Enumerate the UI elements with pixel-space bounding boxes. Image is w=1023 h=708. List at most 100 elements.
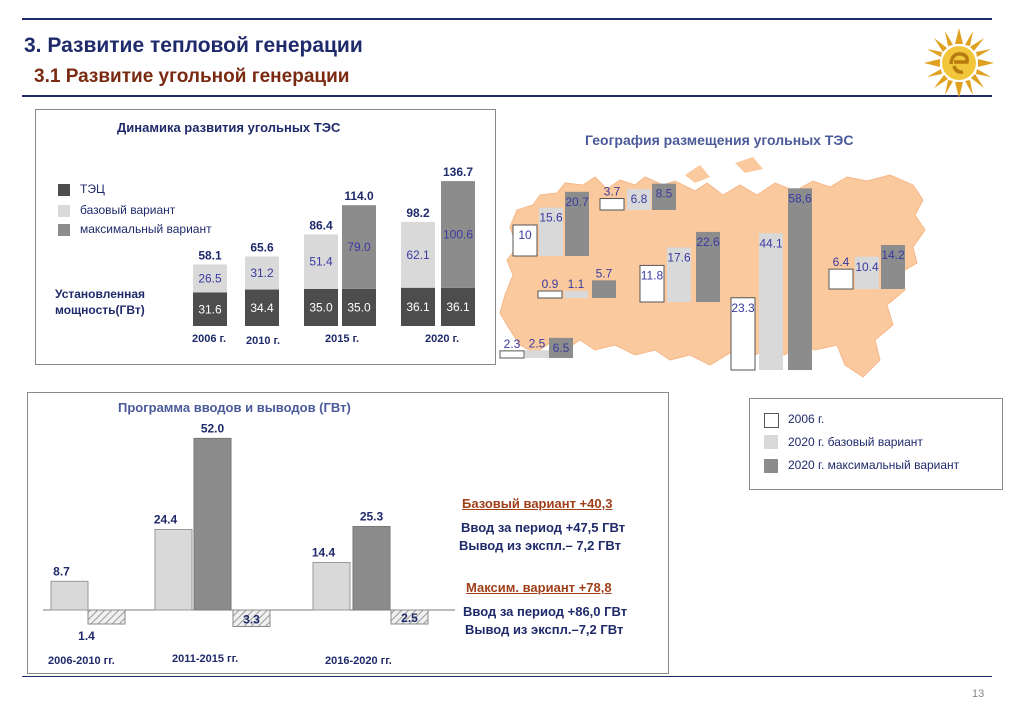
region-value-label: 14.2 — [881, 248, 905, 262]
total-value-label: 98.2 — [406, 206, 430, 220]
region-value-label: 44.1 — [759, 236, 783, 250]
region-bar — [627, 188, 651, 210]
region-bar — [828, 268, 854, 290]
top-value-label: 31.2 — [250, 266, 274, 280]
tec-bar — [441, 287, 475, 326]
region-bar — [512, 224, 538, 257]
region-bar — [599, 198, 625, 211]
region-value-label: 6.4 — [833, 255, 850, 269]
top-value-label: 51.4 — [309, 255, 333, 269]
tec-value-label: 35.0 — [347, 300, 371, 314]
tec-value-label: 36.1 — [446, 300, 470, 314]
tec-bar — [401, 287, 435, 326]
output-value: 2.5 — [401, 611, 418, 625]
tec-value-label: 36.1 — [406, 300, 430, 314]
base-variant-output: Вывод из экспл.– 7,2 ГВт — [459, 538, 621, 553]
top-value-label: 26.5 — [198, 271, 222, 285]
output-bar — [390, 609, 429, 625]
region-value-label: 2.5 — [529, 336, 546, 350]
tec-value-label: 34.4 — [250, 301, 274, 315]
top-bar — [245, 256, 279, 290]
input-base-bar — [154, 528, 193, 611]
legend-label-2020-base: 2020 г. базовый вариант — [788, 435, 923, 449]
top-bar — [342, 205, 376, 289]
top-rule — [22, 18, 992, 20]
tec-bar — [245, 289, 279, 326]
page-subtitle: 3.1 Развитие угольной генерации — [34, 66, 350, 87]
program-category-2: 2011-2015 гг. — [172, 653, 239, 665]
region-value-label: 58,6 — [788, 191, 812, 205]
region-value-label: 6.5 — [553, 341, 570, 355]
region-bar — [639, 264, 665, 303]
top-value-label: 79.0 — [347, 240, 371, 254]
region-bar — [499, 350, 525, 359]
base-variant-heading: Базовый вариант +40,3 — [462, 496, 613, 511]
region-value-label: 1.1 — [568, 277, 585, 291]
output-bar — [87, 609, 126, 625]
top-value-label: 62.1 — [406, 248, 430, 262]
tec-bar — [342, 288, 376, 326]
region-bar — [565, 191, 589, 256]
total-value-label: 86.4 — [309, 218, 333, 232]
output-bar — [232, 609, 271, 627]
geography-chart-title: География размещения угольных ТЭС — [585, 132, 854, 148]
total-value-label: 136.7 — [443, 165, 473, 179]
legend-swatch-base — [58, 205, 70, 217]
output-value: 1.4 — [78, 629, 95, 643]
region-bar — [564, 291, 588, 298]
max-variant-heading: Максим. вариант +78,8 — [466, 580, 612, 595]
legend-swatch-2020-base — [764, 435, 778, 449]
top-bar — [304, 234, 338, 289]
category-label-2006: 2006 г. — [192, 333, 227, 345]
region-value-label: 3.7 — [604, 185, 621, 199]
region-bar — [549, 337, 573, 358]
program-category-1: 2006-2010 гг. — [48, 655, 115, 667]
legend-swatch-max — [58, 224, 70, 236]
total-value-label: 114.0 — [344, 189, 374, 203]
top-bar — [441, 181, 475, 288]
top-value-label: 100.6 — [443, 227, 473, 241]
legend-label-base: базовый вариант — [80, 203, 176, 217]
input-base-value: 14.4 — [312, 545, 336, 559]
region-value-label: 5.7 — [596, 266, 613, 280]
header-rule — [22, 95, 992, 97]
legend-swatch-2006 — [764, 413, 779, 428]
legend-swatch-tec — [58, 184, 70, 196]
output-value: 3.3 — [243, 612, 260, 626]
legend-label-2006: 2006 г. — [788, 412, 825, 426]
input-base-bar — [312, 561, 351, 611]
tec-bar — [193, 292, 227, 326]
input-max-value: 25.3 — [360, 510, 384, 524]
page-number: 13 — [972, 688, 985, 700]
geography-legend — [749, 398, 1003, 490]
total-value-label: 58.1 — [198, 248, 222, 262]
region-value-label: 11.8 — [641, 268, 664, 282]
top-bar — [193, 264, 227, 293]
category-label-2015: 2015 г. — [325, 333, 360, 345]
top-bar — [401, 221, 435, 288]
program-category-3: 2016-2020 гг. — [325, 655, 392, 667]
region-bar — [537, 290, 563, 299]
region-value-label: 6.8 — [631, 192, 648, 206]
base-variant-input: Ввод за период +47,5 ГВт — [461, 520, 626, 535]
region-bar — [881, 244, 905, 289]
legend-label-tec: ТЭЦ — [80, 182, 105, 196]
input-max-value: 52.0 — [201, 421, 225, 435]
region-value-label: 17.6 — [667, 250, 691, 264]
region-bar — [539, 207, 563, 256]
region-bar — [667, 247, 691, 302]
tec-bar — [304, 288, 338, 326]
company-logo — [924, 28, 994, 98]
region-value-label: 23.3 — [731, 301, 755, 315]
total-value-label: 65.6 — [250, 240, 274, 254]
input-base-value: 8.7 — [53, 564, 70, 578]
legend-swatch-2020-max — [764, 459, 778, 473]
region-bar — [652, 183, 676, 210]
region-bar — [525, 350, 549, 358]
region-value-label: 15.6 — [539, 211, 563, 225]
program-chart-title: Программа вводов и выводов (ГВт) — [118, 400, 351, 415]
tec-value-label: 35.0 — [309, 300, 333, 314]
